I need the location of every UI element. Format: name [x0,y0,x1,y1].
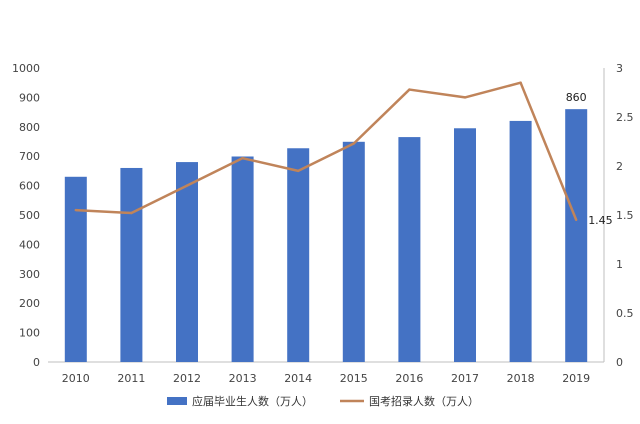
x-axis-ticks: 2010 2011 2012 2013 2014 2015 2016 2017 2018 2019 [62,372,590,385]
bar [287,148,310,362]
legend-line-label: 国考招录人数（万人） [369,394,479,408]
line-point [575,218,578,222]
left-axis-tick-label: 400 [19,238,40,251]
right-axis-tick-label: 3 [616,62,623,75]
line-point [297,169,300,173]
bar [454,128,476,362]
line-point [74,208,78,212]
left-axis-tick-label: 600 [19,180,40,193]
x-axis-tick-label: 2018 [507,372,535,385]
bar [509,120,532,362]
bar [120,167,143,362]
bar [64,176,87,362]
right-axis-tick-label: 2 [616,160,623,173]
x-axis-tick-label: 2011 [117,372,145,385]
right-axis-tick-label: 2.5 [616,111,634,124]
right-axis-tick-label: 0.5 [616,307,634,320]
right-axis-tick-label: 1 [616,258,623,271]
line-point [519,81,522,84]
line-series-path [75,81,578,221]
bar [176,162,198,362]
left-axis-tick-label: 0 [33,356,40,369]
left-axis-tick-label: 100 [19,327,40,340]
x-axis-tick-label: 2014 [284,372,312,385]
bar [398,137,421,362]
x-axis-tick-label: 2019 [562,372,590,385]
line-series-group [74,81,578,222]
left-axis-tick-label: 800 [19,121,40,134]
left-axis-tick-label: 900 [19,91,40,104]
line-point [463,96,467,99]
legend: 应届毕业生人数（万人） 国考招录人数（万人） [167,394,479,408]
bar [342,141,365,362]
left-axis-tick-label: 300 [19,268,40,281]
x-axis-tick-label: 2016 [395,372,423,385]
left-axis-tick-label: 700 [19,150,40,163]
right-axis-ticks: 0 0.5 1 1.5 2 2.5 3 [616,62,634,369]
x-axis-tick-label: 2017 [451,372,479,385]
line-point [408,88,411,91]
x-axis-tick-label: 2013 [229,372,257,385]
x-axis-tick-label: 2012 [173,372,201,385]
bar [231,156,254,362]
left-axis-ticks: 0 100 200 300 400 500 600 700 800 900 1000 [12,62,40,369]
line-data-label: 1.45 [588,214,613,227]
left-axis-tick-label: 500 [19,209,40,222]
x-axis-tick-label: 2010 [62,372,90,385]
left-axis-tick-label: 200 [19,297,40,310]
legend-bar-label: 应届毕业生人数（万人） [192,394,313,408]
bar [565,109,588,362]
data-labels: 860 1.45 [566,91,613,227]
line-point [185,184,189,187]
left-axis-tick-label: 1000 [12,62,40,75]
bar-data-label: 860 [566,91,587,104]
line-point [130,211,133,215]
bar-series [64,109,588,362]
right-axis-tick-label: 0 [616,356,623,369]
legend-bar-swatch [167,397,187,405]
right-axis-tick-label: 1.5 [616,209,634,222]
line-point [352,142,355,145]
x-axis-tick-label: 2015 [340,372,368,385]
line-point [241,156,244,160]
